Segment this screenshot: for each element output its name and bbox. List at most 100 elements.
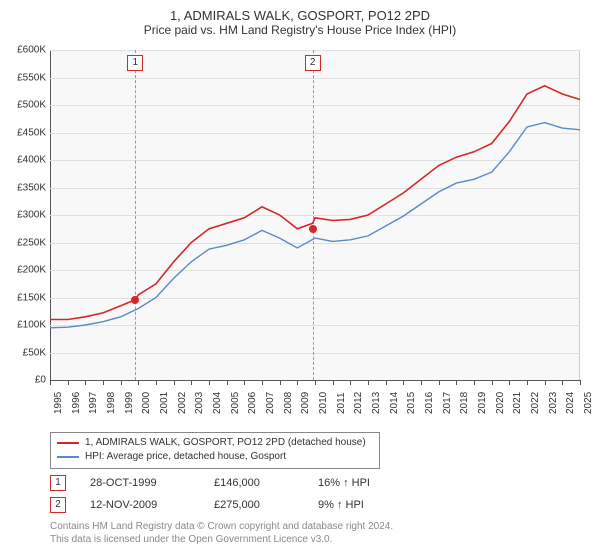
sale-date: 12-NOV-2009 <box>90 499 190 511</box>
chart-lines <box>50 50 580 380</box>
y-tick-label: £50K <box>0 347 46 358</box>
x-tick-label: 2023 <box>548 392 559 414</box>
y-tick-label: £100K <box>0 320 46 331</box>
x-tick-label: 2002 <box>177 392 188 414</box>
page-title: 1, ADMIRALS WALK, GOSPORT, PO12 2PD <box>0 0 600 23</box>
x-tick-mark <box>403 380 404 385</box>
x-tick-mark <box>50 380 51 385</box>
series-line <box>50 123 580 328</box>
x-tick-label: 2022 <box>530 392 541 414</box>
x-tick-label: 2018 <box>459 392 470 414</box>
sale-hpi: 16% ↑ HPI <box>318 477 408 489</box>
series-line <box>50 86 580 320</box>
x-tick-mark <box>439 380 440 385</box>
x-tick-label: 2000 <box>141 392 152 414</box>
legend: 1, ADMIRALS WALK, GOSPORT, PO12 2PD (det… <box>50 432 380 469</box>
x-tick-mark <box>262 380 263 385</box>
x-tick-mark <box>68 380 69 385</box>
x-tick-label: 2012 <box>353 392 364 414</box>
x-tick-label: 2017 <box>442 392 453 414</box>
footer-line: Contains HM Land Registry data © Crown c… <box>50 520 580 533</box>
y-tick-label: £600K <box>0 45 46 56</box>
x-tick-label: 2003 <box>194 392 205 414</box>
y-tick-label: £0 <box>0 375 46 386</box>
x-tick-mark <box>297 380 298 385</box>
x-tick-label: 1999 <box>124 392 135 414</box>
x-tick-label: 2014 <box>389 392 400 414</box>
sale-hpi: 9% ↑ HPI <box>318 499 408 511</box>
x-tick-mark <box>244 380 245 385</box>
x-tick-mark <box>333 380 334 385</box>
y-tick-label: £150K <box>0 292 46 303</box>
x-tick-mark <box>121 380 122 385</box>
x-tick-mark <box>103 380 104 385</box>
x-tick-mark <box>191 380 192 385</box>
x-tick-mark <box>209 380 210 385</box>
x-tick-label: 2021 <box>512 392 523 414</box>
x-tick-mark <box>421 380 422 385</box>
x-tick-mark <box>456 380 457 385</box>
x-tick-mark <box>227 380 228 385</box>
y-tick-label: £450K <box>0 127 46 138</box>
x-tick-label: 1998 <box>106 392 117 414</box>
x-tick-label: 2004 <box>212 392 223 414</box>
x-tick-label: 2016 <box>424 392 435 414</box>
y-tick-label: £550K <box>0 72 46 83</box>
table-row: 1 28-OCT-1999 £146,000 16% ↑ HPI <box>50 472 580 494</box>
legend-label: HPI: Average price, detached house, Gosp… <box>85 450 286 464</box>
page-subtitle: Price paid vs. HM Land Registry's House … <box>0 23 600 43</box>
x-tick-label: 2019 <box>477 392 488 414</box>
x-tick-label: 2011 <box>336 392 347 414</box>
sale-marker-icon: 1 <box>50 475 66 491</box>
legend-item: 1, ADMIRALS WALK, GOSPORT, PO12 2PD (det… <box>57 436 373 450</box>
y-tick-label: £300K <box>0 210 46 221</box>
x-tick-label: 2001 <box>159 392 170 414</box>
x-tick-mark <box>368 380 369 385</box>
x-tick-mark <box>138 380 139 385</box>
x-tick-mark <box>545 380 546 385</box>
sale-price: £146,000 <box>214 477 294 489</box>
x-tick-mark <box>509 380 510 385</box>
x-tick-mark <box>527 380 528 385</box>
y-tick-label: £350K <box>0 182 46 193</box>
legend-item: HPI: Average price, detached house, Gosp… <box>57 450 373 464</box>
x-tick-label: 2024 <box>565 392 576 414</box>
x-tick-mark <box>280 380 281 385</box>
x-tick-label: 1995 <box>53 392 64 414</box>
x-tick-mark <box>174 380 175 385</box>
footer: Contains HM Land Registry data © Crown c… <box>50 520 580 546</box>
x-tick-label: 2013 <box>371 392 382 414</box>
x-tick-mark <box>315 380 316 385</box>
sale-marker-icon: 2 <box>50 497 66 513</box>
x-tick-mark <box>580 380 581 385</box>
legend-swatch <box>57 456 79 458</box>
x-tick-label: 1997 <box>88 392 99 414</box>
x-tick-label: 2007 <box>265 392 276 414</box>
legend-swatch <box>57 442 79 444</box>
sales-table: 1 28-OCT-1999 £146,000 16% ↑ HPI 2 12-NO… <box>50 472 580 516</box>
table-row: 2 12-NOV-2009 £275,000 9% ↑ HPI <box>50 494 580 516</box>
x-tick-label: 2025 <box>583 392 594 414</box>
y-tick-label: £400K <box>0 155 46 166</box>
x-tick-label: 1996 <box>71 392 82 414</box>
x-tick-label: 2008 <box>283 392 294 414</box>
y-tick-label: £200K <box>0 265 46 276</box>
x-tick-mark <box>350 380 351 385</box>
legend-label: 1, ADMIRALS WALK, GOSPORT, PO12 2PD (det… <box>85 436 366 450</box>
x-tick-mark <box>474 380 475 385</box>
x-tick-label: 2010 <box>318 392 329 414</box>
y-tick-label: £250K <box>0 237 46 248</box>
x-tick-mark <box>562 380 563 385</box>
x-tick-mark <box>386 380 387 385</box>
footer-line: This data is licensed under the Open Gov… <box>50 533 580 546</box>
x-tick-label: 2006 <box>247 392 258 414</box>
sale-date: 28-OCT-1999 <box>90 477 190 489</box>
x-tick-label: 2015 <box>406 392 417 414</box>
x-tick-mark <box>492 380 493 385</box>
sale-price: £275,000 <box>214 499 294 511</box>
x-tick-mark <box>156 380 157 385</box>
x-tick-label: 2020 <box>495 392 506 414</box>
y-tick-label: £500K <box>0 100 46 111</box>
x-tick-label: 2005 <box>230 392 241 414</box>
x-tick-label: 2009 <box>300 392 311 414</box>
